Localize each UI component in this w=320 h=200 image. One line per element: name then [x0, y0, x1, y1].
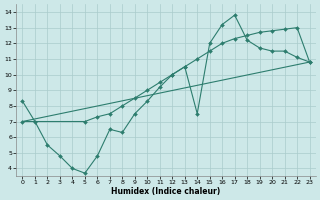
X-axis label: Humidex (Indice chaleur): Humidex (Indice chaleur): [111, 187, 221, 196]
